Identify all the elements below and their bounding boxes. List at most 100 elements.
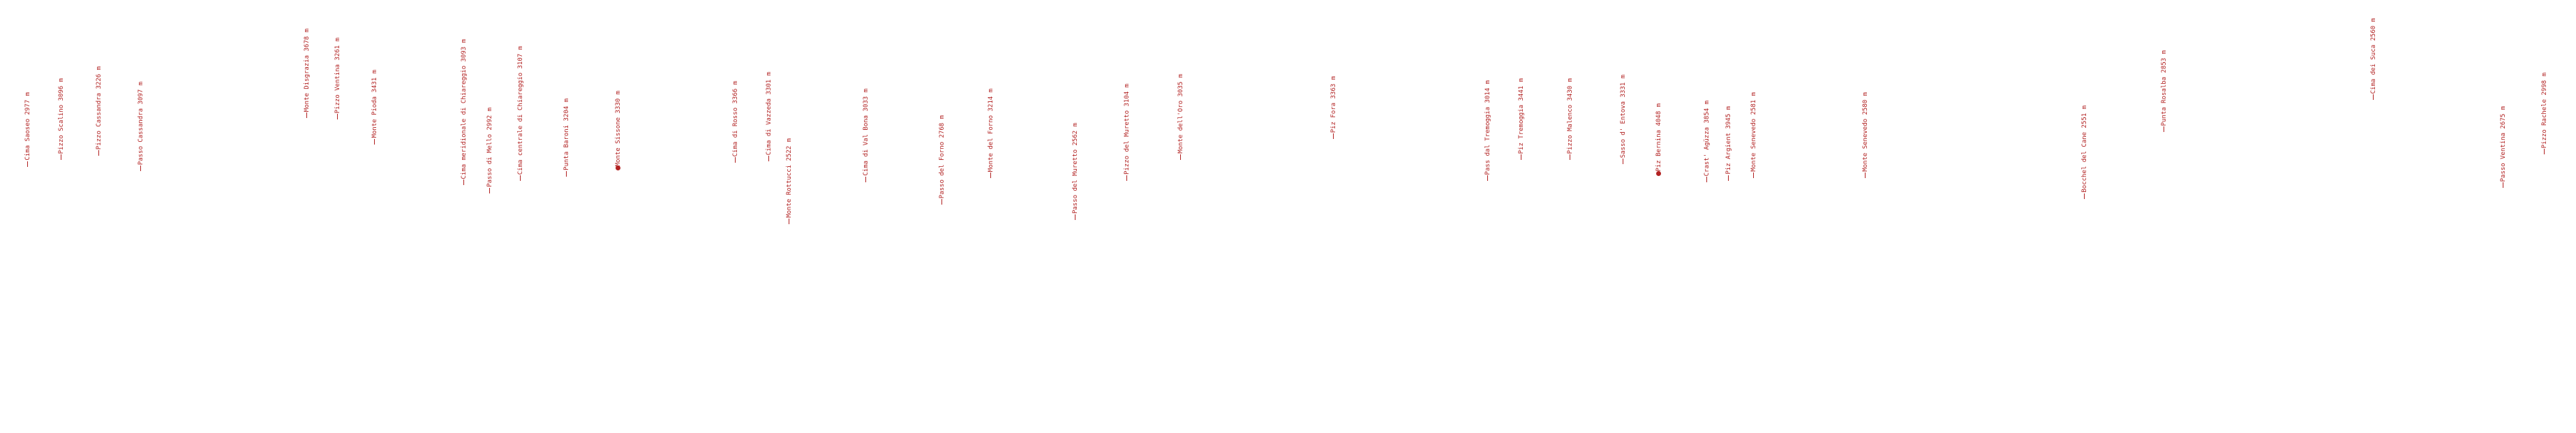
peak-name-elevation: Monte Senevedo 2580 m bbox=[1862, 92, 1869, 172]
peak-label: Pizzo Cassandra 3226 m bbox=[94, 0, 104, 156]
peak-tick-marker bbox=[463, 179, 465, 185]
peak-tick-marker bbox=[566, 171, 567, 177]
peak-label: Monte Pioda 3431 m bbox=[370, 0, 380, 145]
peak-tick-marker bbox=[489, 188, 491, 193]
peak-name-elevation: Monte Disgrazia 3678 m bbox=[304, 28, 311, 112]
peak-tick-marker bbox=[1865, 173, 1866, 178]
peak-label: Bocchel del Cane 2551 m bbox=[2080, 0, 2090, 199]
peak-label: Monte del Forno 3214 m bbox=[986, 0, 996, 178]
peak-tick-marker bbox=[374, 139, 375, 145]
peak-label: Passo Cassandra 3097 m bbox=[136, 0, 146, 171]
peak-label: Cima di Vazzeda 3301 m bbox=[764, 0, 774, 161]
peak-label: Monte Senevedo 2580 m bbox=[1861, 0, 1870, 178]
peak-label: Passo del Forno 2768 m bbox=[937, 0, 947, 205]
peak-label: Punta Baroni 3204 m bbox=[562, 0, 572, 177]
peak-tick-marker bbox=[990, 173, 992, 178]
peak-name-elevation: Pass dal Tremoggia 3014 m bbox=[1484, 80, 1491, 175]
peak-name-elevation: Cima Saoseo 2977 m bbox=[24, 92, 31, 161]
peak-tick-marker bbox=[768, 156, 770, 161]
peak-name-elevation: Passo del Forno 2768 m bbox=[939, 115, 946, 198]
peak-label: Cima centrale di Chiareggio 3107 m bbox=[516, 0, 526, 181]
peak-name-elevation: Pizzo Rachele 2998 m bbox=[2541, 72, 2548, 148]
peak-name-elevation: Monte Rottucci 2522 m bbox=[786, 138, 793, 218]
peak-name-elevation: Bocchel del Cane 2551 m bbox=[2081, 105, 2088, 193]
peak-tick-marker bbox=[98, 150, 100, 156]
peak-label: Monte Sissone 3330 m bbox=[613, 0, 623, 170]
peak-name-elevation: Cima meridionale di Chiareggio 3093 m bbox=[461, 38, 468, 179]
peak-tick-marker bbox=[865, 177, 867, 182]
peak-label: Pass dal Tremoggia 3014 m bbox=[1483, 0, 1493, 181]
peak-label: Pizzo del Muretto 3104 m bbox=[1122, 0, 1132, 181]
peak-label: Monte Rottucci 2522 m bbox=[784, 0, 794, 224]
peak-name-elevation: Piz Argient 3945 m bbox=[1725, 106, 1732, 175]
peak-tick-marker bbox=[1487, 175, 1489, 181]
peak-name-elevation: Monte Pioda 3431 m bbox=[371, 70, 378, 138]
peak-label: Pizzo Malenco 3430 m bbox=[1565, 0, 1575, 160]
peak-label: Passo di Mello 2992 m bbox=[485, 0, 495, 193]
peak-tick-marker bbox=[1753, 173, 1755, 178]
peak-tick-marker bbox=[337, 114, 338, 119]
peak-tick-marker bbox=[27, 161, 29, 167]
peak-label: Monte Disgrazia 3678 m bbox=[302, 0, 312, 118]
peak-name-elevation: Sasso d' Entova 3331 m bbox=[1620, 74, 1627, 158]
peak-name-elevation: Pizzo Ventina 3261 m bbox=[334, 37, 341, 113]
peak-name-elevation: Cima di Rosso 3366 m bbox=[732, 80, 739, 156]
peak-name-elevation: Cima centrale di Chiareggio 3107 m bbox=[517, 45, 524, 175]
peak-name-elevation: Piz Tremoggia 3441 m bbox=[1518, 78, 1525, 154]
peak-label: Cima di Val Bona 3033 m bbox=[861, 0, 871, 182]
peak-label: Sasso d' Entova 3331 m bbox=[1618, 0, 1628, 164]
peak-name-elevation: Piz Bernina 4048 m bbox=[1655, 103, 1662, 172]
peak-label: Passo del Muretto 2562 m bbox=[1071, 0, 1080, 220]
peak-name-elevation: Punta Rosalba 2853 m bbox=[2161, 50, 2168, 126]
peak-label: Pizzo Scalino 3096 m bbox=[57, 0, 66, 160]
peak-name-elevation: Passo del Muretto 2562 m bbox=[1072, 122, 1079, 214]
peak-name-elevation: Cima di Vazzeda 3301 m bbox=[766, 71, 773, 155]
peak-tick-marker bbox=[1126, 175, 1128, 181]
peak-tick-marker bbox=[306, 112, 308, 118]
peak-name-elevation: Passo di Mello 2992 m bbox=[486, 108, 493, 187]
peak-name-elevation: Monte Senevedo 2581 m bbox=[1750, 92, 1757, 172]
peak-name-elevation: Monte Sissone 3330 m bbox=[615, 90, 622, 166]
peak-tick-marker bbox=[1706, 177, 1708, 182]
peak-tick-marker bbox=[2544, 149, 2545, 154]
peak-label: Piz Tremoggia 3441 m bbox=[1517, 0, 1526, 160]
peak-name-elevation: Punta Baroni 3204 m bbox=[563, 98, 570, 170]
peak-name-elevation: Passo Cassandra 3097 m bbox=[137, 81, 144, 165]
peak-label: Cima di Rosso 3366 m bbox=[731, 0, 740, 163]
peak-label: Piz Argient 3945 m bbox=[1724, 0, 1734, 181]
peak-name-elevation: Piz Fora 3363 m bbox=[1330, 75, 1337, 133]
peak-name-elevation: Pizzo Malenco 3430 m bbox=[1567, 78, 1574, 154]
peak-tick-marker bbox=[2373, 94, 2374, 100]
peak-dot-marker bbox=[1656, 171, 1661, 176]
peak-name-elevation: Crast' Agüzza 3854 m bbox=[1704, 100, 1711, 176]
peak-label: Piz Bernina 4048 m bbox=[1654, 0, 1664, 176]
peak-label: Piz Fora 3363 m bbox=[1329, 0, 1339, 139]
peak-label: Cima meridionale di Chiareggio 3093 m bbox=[459, 0, 469, 185]
peak-tick-marker bbox=[1180, 154, 1182, 160]
peak-name-elevation: Cima di Val Bona 3033 m bbox=[863, 89, 870, 176]
peak-label: Pizzo Ventina 3261 m bbox=[333, 0, 343, 119]
peak-tick-marker bbox=[520, 175, 521, 181]
peak-tick-marker bbox=[140, 166, 142, 171]
peak-name-elevation: Pizzo Cassandra 3226 m bbox=[96, 66, 103, 149]
peak-label: Punta Rosalba 2853 m bbox=[2159, 0, 2169, 132]
peak-name-elevation: Monte del Forno 3214 m bbox=[988, 88, 995, 172]
peak-label: Crast' Agüzza 3854 m bbox=[1702, 0, 1712, 182]
peak-dot-marker bbox=[616, 166, 620, 170]
peak-label: Monte Senevedo 2581 m bbox=[1749, 0, 1759, 178]
peak-name-elevation: Passo Ventina 2675 m bbox=[2500, 105, 2507, 182]
peak-tick-marker bbox=[2084, 193, 2085, 199]
peak-label: Cima Saoseo 2977 m bbox=[23, 0, 33, 167]
peak-label: Monte dell'Oro 3035 m bbox=[1176, 0, 1186, 160]
peak-label: Passo Ventina 2675 m bbox=[2499, 0, 2508, 188]
peak-tick-marker bbox=[1333, 133, 1334, 139]
peak-tick-marker bbox=[735, 157, 736, 163]
peak-label: Pizzo Rachele 2998 m bbox=[2540, 0, 2549, 154]
peak-name-elevation: Pizzo Scalino 3096 m bbox=[58, 78, 65, 154]
peak-name-elevation: Monte dell'Oro 3035 m bbox=[1177, 74, 1184, 154]
peak-tick-marker bbox=[1728, 175, 1729, 181]
peak-name-elevation: Pizzo del Muretto 3104 m bbox=[1124, 83, 1131, 175]
peak-label: Cima dei Suca 2560 m bbox=[2369, 0, 2378, 100]
peak-tick-marker bbox=[941, 199, 943, 205]
